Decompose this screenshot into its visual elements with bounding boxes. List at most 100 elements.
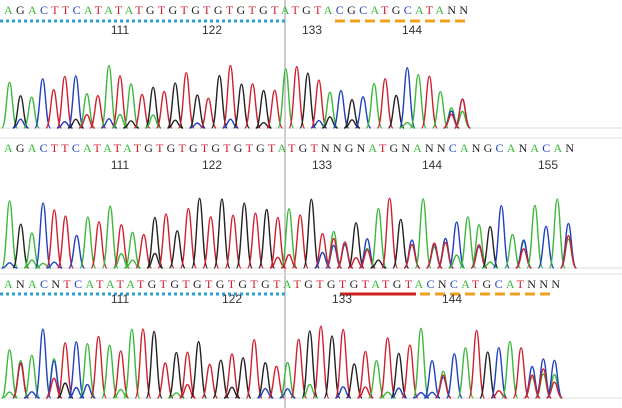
peak bbox=[290, 338, 308, 399]
peak bbox=[387, 94, 405, 129]
peak bbox=[426, 242, 443, 269]
peak bbox=[302, 198, 320, 269]
position-label: 111 bbox=[111, 158, 130, 172]
peak bbox=[381, 197, 399, 269]
peak bbox=[68, 234, 86, 269]
peak bbox=[336, 241, 354, 269]
peak bbox=[266, 89, 284, 129]
peak bbox=[12, 95, 29, 129]
peak bbox=[23, 354, 41, 399]
peak bbox=[392, 218, 410, 269]
peak bbox=[244, 83, 261, 129]
peak bbox=[211, 74, 228, 129]
peak bbox=[177, 71, 195, 129]
peak bbox=[445, 353, 463, 399]
peak bbox=[314, 232, 332, 269]
peak bbox=[504, 233, 522, 269]
peak bbox=[202, 216, 220, 269]
peak bbox=[191, 197, 209, 269]
peak bbox=[431, 91, 449, 129]
peak bbox=[512, 347, 530, 399]
peak bbox=[390, 352, 408, 399]
position-label: 133 bbox=[332, 292, 352, 306]
peak bbox=[524, 374, 541, 399]
peak bbox=[437, 241, 454, 269]
peak bbox=[101, 205, 119, 269]
peak bbox=[223, 353, 241, 399]
peak bbox=[269, 216, 287, 269]
position-label: 133 bbox=[312, 158, 332, 172]
peak bbox=[233, 83, 250, 129]
position-label: 122 bbox=[202, 23, 222, 37]
peak bbox=[368, 359, 385, 399]
peak bbox=[481, 225, 499, 269]
peak bbox=[222, 64, 239, 129]
peak bbox=[78, 92, 96, 129]
peak bbox=[490, 346, 508, 399]
peak bbox=[245, 339, 263, 399]
peak bbox=[332, 89, 350, 129]
peak bbox=[124, 231, 142, 269]
peak bbox=[246, 212, 264, 269]
peak bbox=[34, 202, 52, 269]
peak bbox=[325, 237, 343, 269]
peak bbox=[267, 365, 285, 399]
peak bbox=[34, 328, 52, 399]
peak bbox=[213, 198, 231, 269]
peak bbox=[123, 328, 141, 399]
peak bbox=[256, 362, 274, 399]
peak bbox=[280, 208, 298, 269]
peak bbox=[234, 357, 252, 399]
peak bbox=[345, 363, 363, 399]
peak bbox=[45, 89, 63, 129]
peak bbox=[90, 335, 107, 399]
peak bbox=[34, 78, 52, 129]
peak bbox=[146, 216, 164, 269]
peak bbox=[90, 221, 108, 269]
peak bbox=[168, 230, 186, 269]
peak bbox=[291, 214, 309, 269]
peak bbox=[188, 94, 206, 129]
peak bbox=[235, 202, 253, 269]
position-label: 111 bbox=[111, 23, 130, 37]
peak bbox=[23, 96, 41, 129]
peak bbox=[356, 350, 374, 399]
peak bbox=[1, 81, 18, 129]
peak bbox=[258, 208, 276, 269]
peak bbox=[190, 340, 208, 399]
peak bbox=[312, 325, 330, 399]
peak bbox=[546, 381, 563, 399]
peak bbox=[45, 209, 63, 269]
peak bbox=[279, 361, 297, 399]
peak bbox=[365, 82, 383, 129]
peak bbox=[321, 91, 339, 129]
peak bbox=[277, 68, 295, 129]
peak bbox=[79, 216, 97, 269]
peak bbox=[101, 344, 119, 399]
peak bbox=[212, 359, 230, 399]
position-label: 111 bbox=[111, 292, 130, 306]
peak bbox=[468, 329, 486, 399]
position-label: 122 bbox=[202, 158, 222, 172]
peak bbox=[412, 327, 430, 399]
peak bbox=[157, 213, 175, 269]
peak bbox=[420, 75, 438, 129]
peak bbox=[23, 232, 41, 269]
peak bbox=[526, 204, 544, 269]
peak bbox=[323, 335, 341, 399]
peak bbox=[376, 78, 394, 129]
peak bbox=[145, 330, 163, 399]
position-label: 155 bbox=[538, 158, 558, 172]
peak bbox=[435, 374, 452, 399]
peak bbox=[12, 362, 30, 399]
peak bbox=[111, 75, 129, 129]
peak bbox=[454, 98, 471, 129]
peak bbox=[135, 233, 153, 269]
peak bbox=[1, 200, 19, 269]
peak bbox=[199, 97, 217, 129]
peak bbox=[78, 342, 96, 399]
